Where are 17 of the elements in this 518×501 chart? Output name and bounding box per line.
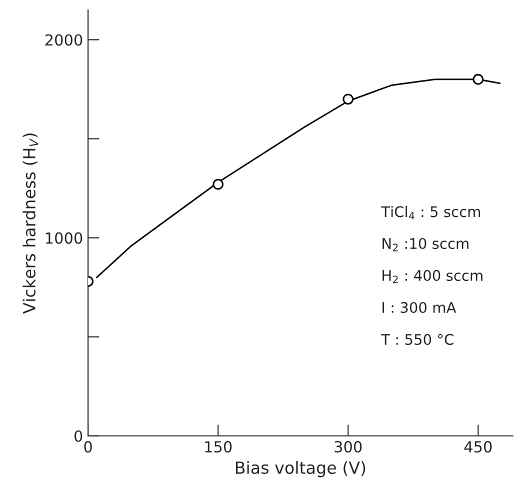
x-tick-label: 0 <box>84 441 92 453</box>
annotation: N$_{2}$ :10 sccm <box>382 238 468 252</box>
annotation: T : 550 °C <box>381 334 454 345</box>
x-tick-label: 450 <box>464 441 492 453</box>
x-tick-label: 300 <box>334 441 362 453</box>
x-axis-title: Bias voltage (V) <box>236 461 366 478</box>
annotation: TiCl$_{4}$ : 5 sccm <box>381 206 480 220</box>
y-tick-label: 1000 <box>46 232 82 244</box>
y-axis-title: Vickers hardness (H$_{V}$) <box>22 134 38 314</box>
x-tick-label: 150 <box>205 441 232 453</box>
point <box>342 94 354 105</box>
y-tick-label: 0 <box>74 430 82 442</box>
point <box>472 74 484 85</box>
annotation: I : 300 mA <box>382 302 456 314</box>
y-tick-label: 2000 <box>45 34 82 46</box>
point <box>212 178 224 190</box>
annotation: H$_{2}$ : 400 sccm <box>382 270 482 284</box>
